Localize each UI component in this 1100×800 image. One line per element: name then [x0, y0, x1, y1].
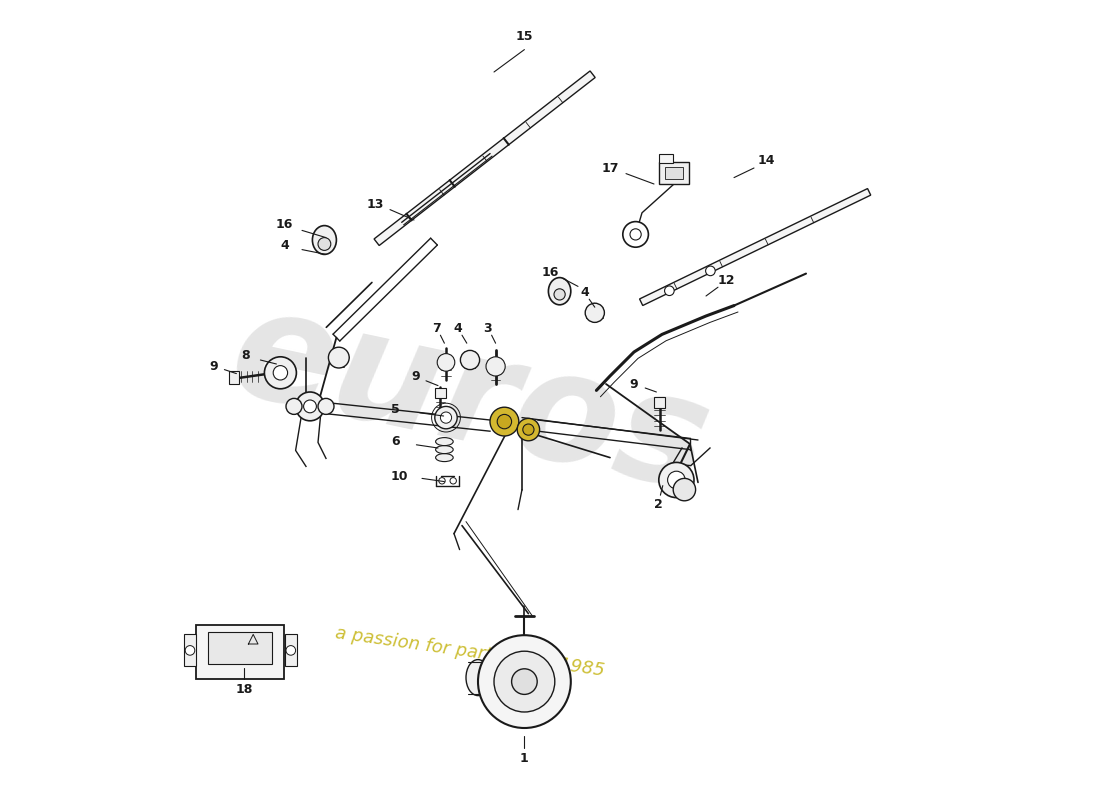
Ellipse shape	[549, 278, 571, 305]
Bar	[659, 154, 673, 163]
Circle shape	[486, 357, 505, 376]
Text: 15: 15	[516, 30, 534, 42]
Text: 16: 16	[541, 266, 559, 278]
Circle shape	[664, 286, 674, 295]
Bar	[285, 634, 297, 666]
Circle shape	[450, 478, 456, 484]
Ellipse shape	[466, 659, 490, 695]
Text: 4: 4	[453, 322, 462, 334]
Text: 9: 9	[411, 370, 420, 382]
Text: 14: 14	[757, 154, 774, 166]
Text: 1: 1	[520, 752, 529, 765]
Circle shape	[490, 407, 519, 436]
Ellipse shape	[436, 454, 453, 462]
Circle shape	[318, 398, 334, 414]
Circle shape	[659, 462, 694, 498]
Bar	[197, 625, 285, 679]
Circle shape	[185, 646, 195, 655]
Text: 2: 2	[653, 498, 662, 510]
Circle shape	[478, 635, 571, 728]
Circle shape	[497, 414, 512, 429]
Text: 13: 13	[367, 198, 384, 210]
Circle shape	[440, 412, 452, 423]
Text: 3: 3	[483, 322, 492, 334]
Circle shape	[318, 238, 331, 250]
Bar	[208, 632, 273, 664]
Bar	[659, 162, 690, 184]
Text: a passion for parts since 1985: a passion for parts since 1985	[334, 624, 606, 680]
Circle shape	[554, 289, 565, 300]
Text: euros: euros	[218, 277, 722, 523]
Ellipse shape	[312, 226, 337, 254]
Circle shape	[522, 424, 534, 435]
Circle shape	[264, 357, 296, 389]
Text: 10: 10	[390, 470, 408, 482]
Text: 7: 7	[432, 322, 441, 334]
Circle shape	[439, 478, 446, 484]
Circle shape	[630, 229, 641, 240]
Text: 9: 9	[209, 360, 218, 373]
Circle shape	[494, 651, 554, 712]
Circle shape	[286, 398, 302, 414]
Text: 16: 16	[276, 218, 293, 230]
Circle shape	[286, 646, 296, 655]
Bar	[434, 388, 446, 398]
Text: 5: 5	[392, 403, 400, 416]
Bar	[666, 166, 683, 178]
Circle shape	[296, 392, 324, 421]
Text: 6: 6	[392, 435, 400, 448]
Ellipse shape	[436, 438, 453, 446]
Text: 17: 17	[602, 162, 618, 174]
Circle shape	[304, 400, 317, 413]
Circle shape	[329, 347, 349, 368]
Circle shape	[623, 222, 648, 247]
Circle shape	[673, 478, 695, 501]
Text: 8: 8	[241, 350, 250, 362]
Text: 18: 18	[235, 683, 253, 696]
Polygon shape	[639, 189, 871, 306]
Text: 4: 4	[580, 286, 588, 298]
Circle shape	[273, 366, 287, 380]
Circle shape	[437, 354, 454, 371]
Circle shape	[705, 266, 715, 276]
Text: 4: 4	[280, 239, 289, 252]
Polygon shape	[374, 71, 595, 246]
Circle shape	[668, 471, 685, 489]
Circle shape	[512, 669, 537, 694]
Bar	[229, 371, 239, 384]
Circle shape	[585, 303, 604, 322]
Bar	[654, 398, 666, 408]
Ellipse shape	[436, 446, 453, 454]
Bar	[184, 634, 196, 666]
Circle shape	[461, 350, 480, 370]
Text: 9: 9	[629, 378, 638, 390]
Text: 12: 12	[717, 274, 735, 286]
Circle shape	[434, 406, 458, 429]
Circle shape	[517, 418, 540, 441]
